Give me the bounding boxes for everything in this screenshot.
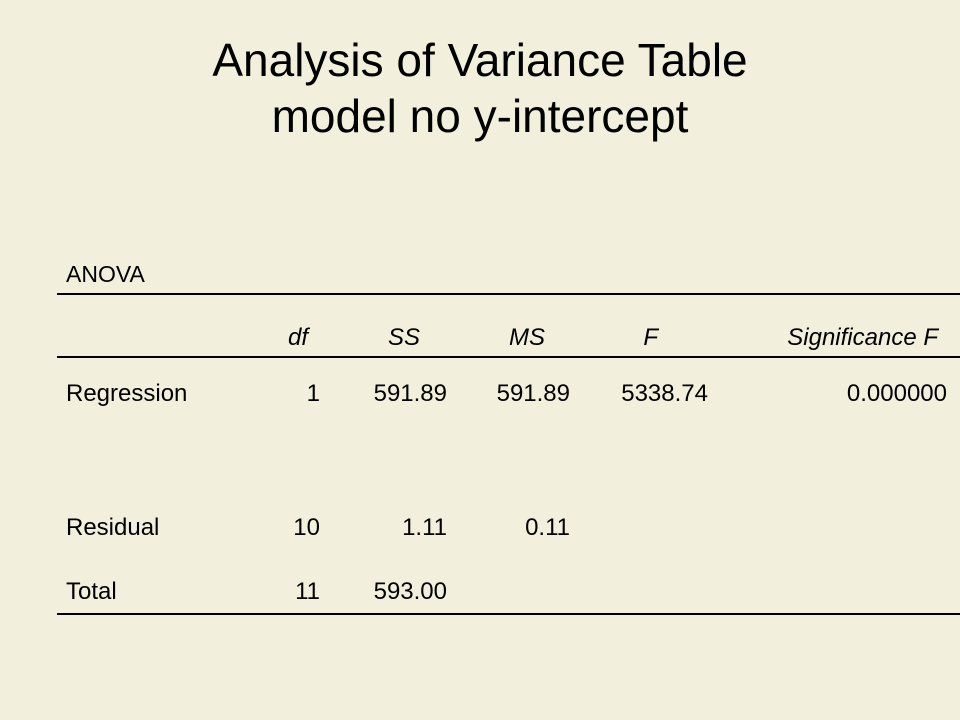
cell-residual-ms: 0.11 bbox=[525, 514, 570, 541]
cell-regression-ss: 591.89 bbox=[373, 380, 447, 407]
header-ms: MS bbox=[509, 324, 545, 351]
table-top-rule bbox=[57, 293, 960, 295]
header-df: df bbox=[287, 324, 308, 351]
cell-regression-ms: 591.89 bbox=[496, 380, 570, 407]
header-significance-f: Significance F bbox=[787, 324, 938, 351]
header-ss: SS bbox=[387, 324, 420, 351]
cell-regression-significance: 0.000000 bbox=[846, 380, 947, 407]
table-bottom-rule bbox=[57, 613, 960, 615]
row-label-regression: Regression bbox=[66, 380, 188, 407]
cell-residual-df: 10 bbox=[293, 514, 320, 541]
cell-regression-f: 5338.74 bbox=[621, 380, 708, 407]
row-label-total: Total bbox=[66, 578, 117, 605]
header-bottom-rule bbox=[57, 356, 960, 358]
header-f: F bbox=[643, 324, 658, 351]
title-line-1: Analysis of Variance Table bbox=[212, 34, 748, 86]
cell-total-ss: 593.00 bbox=[373, 578, 447, 605]
anova-label: ANOVA bbox=[66, 261, 145, 287]
cell-residual-ss: 1.11 bbox=[402, 514, 447, 541]
cell-total-df: 11 bbox=[295, 578, 320, 605]
row-label-residual: Residual bbox=[66, 514, 160, 541]
title-line-2: model no y-intercept bbox=[271, 90, 689, 142]
cell-regression-df: 1 bbox=[306, 380, 320, 407]
slide-title: Analysis of Variance Table model no y-in… bbox=[0, 32, 960, 144]
